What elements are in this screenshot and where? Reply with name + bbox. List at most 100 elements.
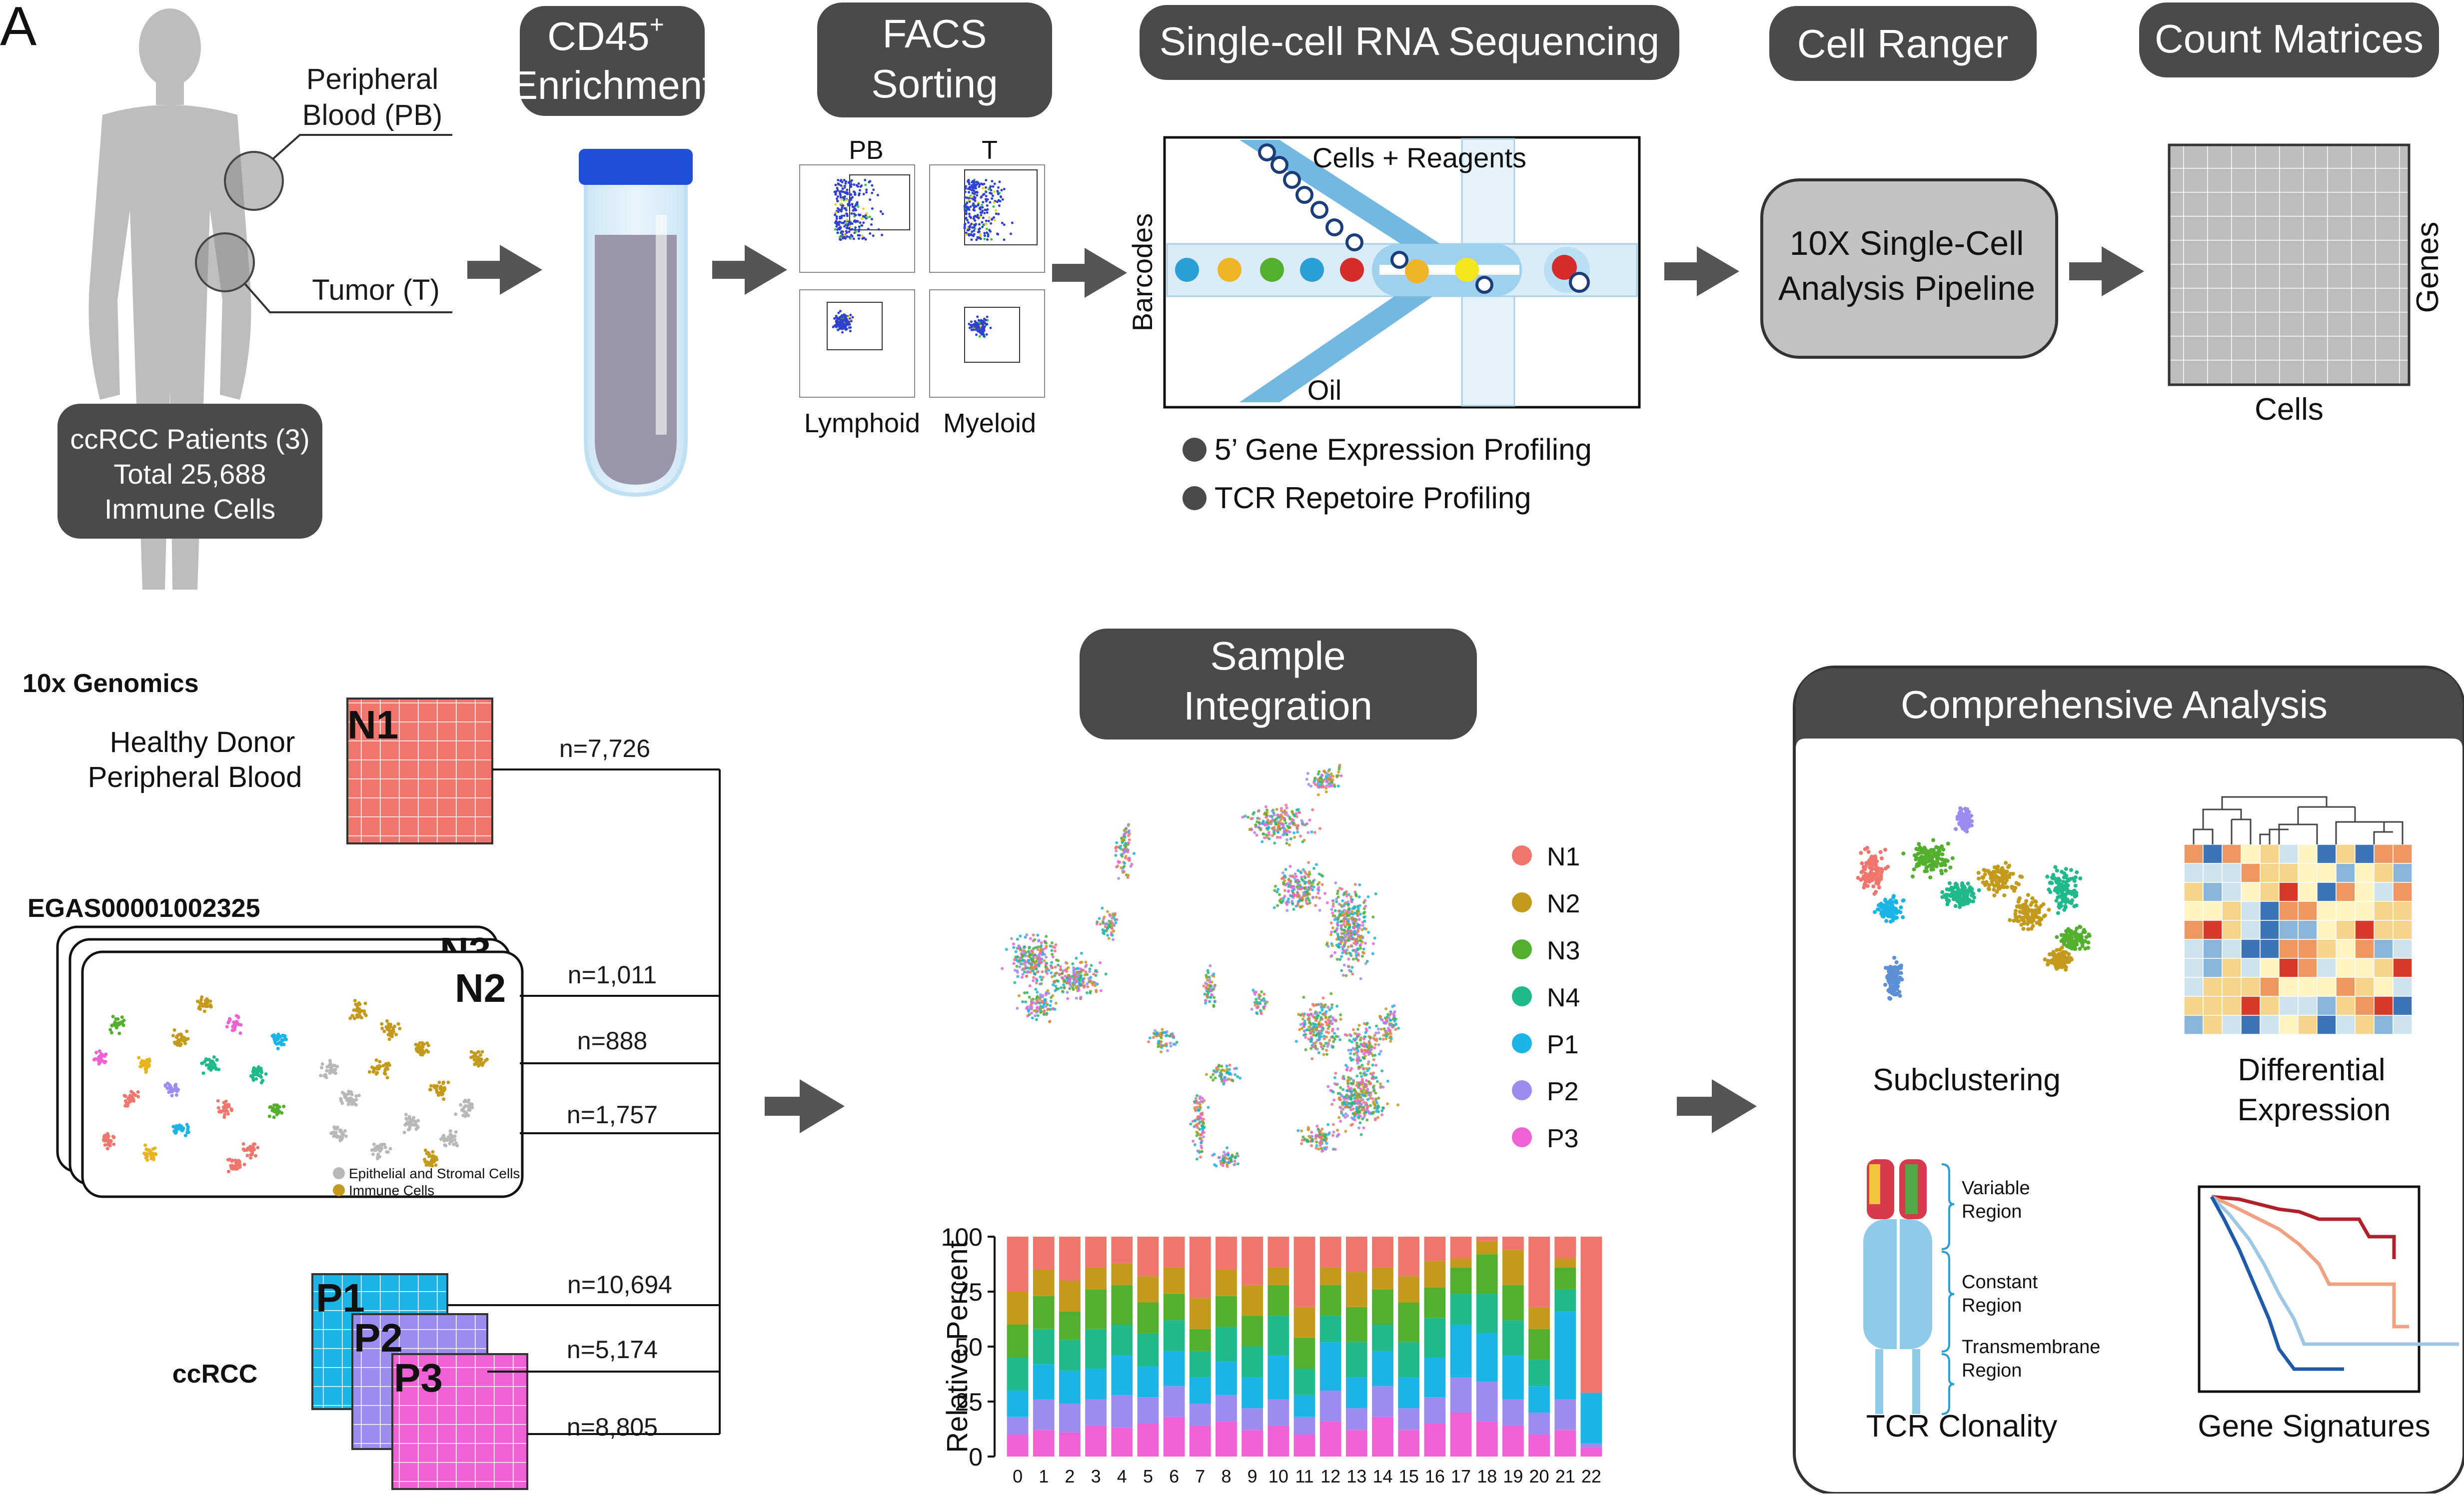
facs-event-dot <box>965 210 968 212</box>
umap-point <box>1323 892 1326 895</box>
x-tick-label: 9 <box>1247 1466 1257 1487</box>
umap-point <box>1346 1114 1349 1117</box>
bar-segment-n1 <box>1267 1237 1289 1268</box>
umap-point <box>1342 1102 1345 1105</box>
facs-event-dot <box>841 331 844 334</box>
tsne-point <box>443 1143 446 1147</box>
facs-event-dot <box>991 197 993 200</box>
umap-point <box>1224 1156 1227 1159</box>
bar-segment-n1 <box>1033 1237 1055 1270</box>
umap-point <box>1172 1035 1175 1038</box>
umap-point <box>1115 841 1118 844</box>
umap-point <box>1361 1098 1364 1101</box>
umap-point <box>1039 975 1042 978</box>
umap-point <box>1199 1095 1202 1098</box>
umap-point <box>1090 964 1093 967</box>
umap-point <box>1317 1051 1320 1054</box>
cd45-subtitle: Enrichment <box>511 63 714 107</box>
tsne-point <box>252 1143 255 1146</box>
umap-point <box>1268 814 1271 817</box>
umap-point <box>1356 909 1359 912</box>
subcluster-point <box>1928 863 1932 867</box>
tsne-point <box>459 1103 462 1107</box>
bar-segment-p3 <box>1241 1430 1263 1457</box>
umap-point <box>1360 1102 1363 1105</box>
facs-event-dot <box>979 208 982 211</box>
tsne-point <box>393 1025 396 1028</box>
facs-event-dot <box>972 198 975 200</box>
umap-point <box>1323 1013 1326 1016</box>
umap-point <box>1209 996 1212 999</box>
tsne-point <box>216 1099 220 1103</box>
umap-point <box>1016 938 1019 941</box>
umap-point <box>1307 1025 1310 1028</box>
umap-point <box>1034 988 1037 991</box>
umap-point <box>1285 833 1288 836</box>
umap-point <box>1353 933 1356 936</box>
umap-point <box>1013 962 1016 965</box>
umap-point <box>1361 955 1364 958</box>
umap-point <box>1337 1092 1340 1095</box>
umap-point <box>1338 1038 1341 1041</box>
bar-segment-n1 <box>1502 1237 1524 1250</box>
tsne-point <box>171 1034 175 1037</box>
umap-point <box>1348 969 1351 972</box>
tsne-point <box>353 999 357 1002</box>
tsne-point <box>412 1116 415 1119</box>
umap-point <box>1307 1017 1310 1020</box>
umap-point <box>1165 1034 1168 1037</box>
umap-point <box>1032 933 1035 936</box>
umap-point <box>1308 888 1311 891</box>
subcluster-point <box>1867 862 1871 866</box>
legend-label: N3 <box>1547 936 1580 965</box>
bar-segment-p3 <box>1007 1435 1029 1457</box>
bar-segment-n1 <box>1216 1237 1237 1270</box>
tsne-point <box>252 1073 256 1076</box>
umap-point <box>1311 1003 1314 1006</box>
umap-point <box>1278 893 1281 896</box>
umap-point <box>1354 883 1357 886</box>
umap-point <box>1209 981 1212 984</box>
umap-point <box>1305 1140 1308 1143</box>
umap-point <box>1104 922 1107 925</box>
umap-point <box>1296 830 1299 833</box>
cell-dot <box>1477 277 1492 292</box>
tsne-point <box>435 1084 439 1088</box>
x-tick-label: 22 <box>1581 1466 1601 1487</box>
umap-point <box>1310 1140 1313 1143</box>
tsne-point <box>320 1066 323 1069</box>
subcluster-point <box>1862 885 1866 889</box>
bar-segment-p1 <box>1320 1342 1341 1391</box>
umap-point <box>1339 1086 1342 1089</box>
tsne-point <box>231 1024 235 1028</box>
umap-point <box>1082 969 1085 972</box>
pb-label-line1: Peripheral <box>306 63 438 95</box>
umap-point <box>1147 1040 1150 1043</box>
bar-segment-n3 <box>1294 1338 1315 1369</box>
umap-point <box>1324 775 1327 778</box>
facs-event-dot <box>869 180 871 182</box>
panel-label: A <box>0 0 37 57</box>
facs-event-dot <box>872 234 875 237</box>
facs-event-dot <box>836 222 838 225</box>
umap-point <box>1355 1074 1358 1077</box>
umap-point <box>1040 944 1043 947</box>
tsne-point <box>120 1015 124 1019</box>
tsne-point <box>181 1126 185 1130</box>
umap-point <box>1314 904 1317 907</box>
umap-point <box>1016 1007 1019 1010</box>
umap-point <box>1071 962 1074 965</box>
subcluster-point <box>1899 905 1903 909</box>
tsne-point <box>404 1113 408 1116</box>
tsne-point <box>429 1084 433 1088</box>
tsne-point <box>389 1023 392 1026</box>
umap-point <box>1275 808 1278 811</box>
tsne-point <box>382 1030 386 1033</box>
x-tick-label: 3 <box>1091 1466 1101 1487</box>
umap-point <box>1253 831 1256 834</box>
umap-point <box>1292 831 1295 834</box>
pipeline-line2: Analysis Pipeline <box>1778 269 2035 307</box>
bar-segment-n2 <box>1138 1276 1159 1303</box>
facs-event-dot <box>838 209 841 211</box>
tumor-sample-circle <box>196 233 254 291</box>
